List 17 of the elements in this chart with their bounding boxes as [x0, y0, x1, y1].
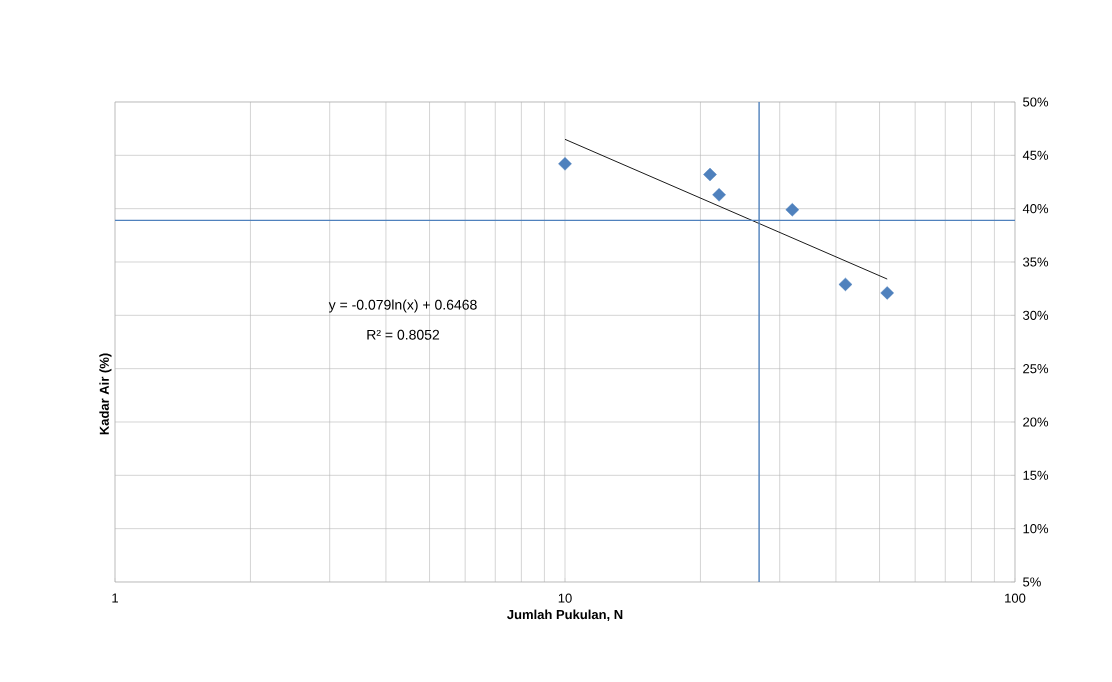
- x-tick-label: 10: [558, 593, 572, 603]
- y-tick-label: 50%: [1023, 97, 1049, 107]
- y-tick-label: 30%: [1023, 310, 1049, 320]
- y-tick-label: 10%: [1023, 524, 1049, 534]
- y-tick-label: 20%: [1023, 417, 1049, 427]
- y-axis-title: Kadar Air (%): [99, 353, 112, 435]
- y-tick-label: 45%: [1022, 150, 1049, 160]
- y-tick-label: 15%: [1023, 470, 1049, 480]
- x-axis-title: Jumlah Pukulan, N: [507, 609, 623, 622]
- x-tick-label: 1: [112, 593, 118, 603]
- x-tick-label: 100: [1005, 593, 1026, 603]
- y-tick-label: 35%: [1023, 257, 1049, 267]
- annotation: R² = 0.8052: [367, 329, 440, 340]
- annotation: y = -0.079ln(x) + 0.6468: [328, 299, 477, 313]
- y-tick-label: 40%: [1022, 204, 1049, 214]
- y-tick-label: 25%: [1023, 364, 1049, 374]
- y-tick-label: 5%: [1023, 577, 1041, 587]
